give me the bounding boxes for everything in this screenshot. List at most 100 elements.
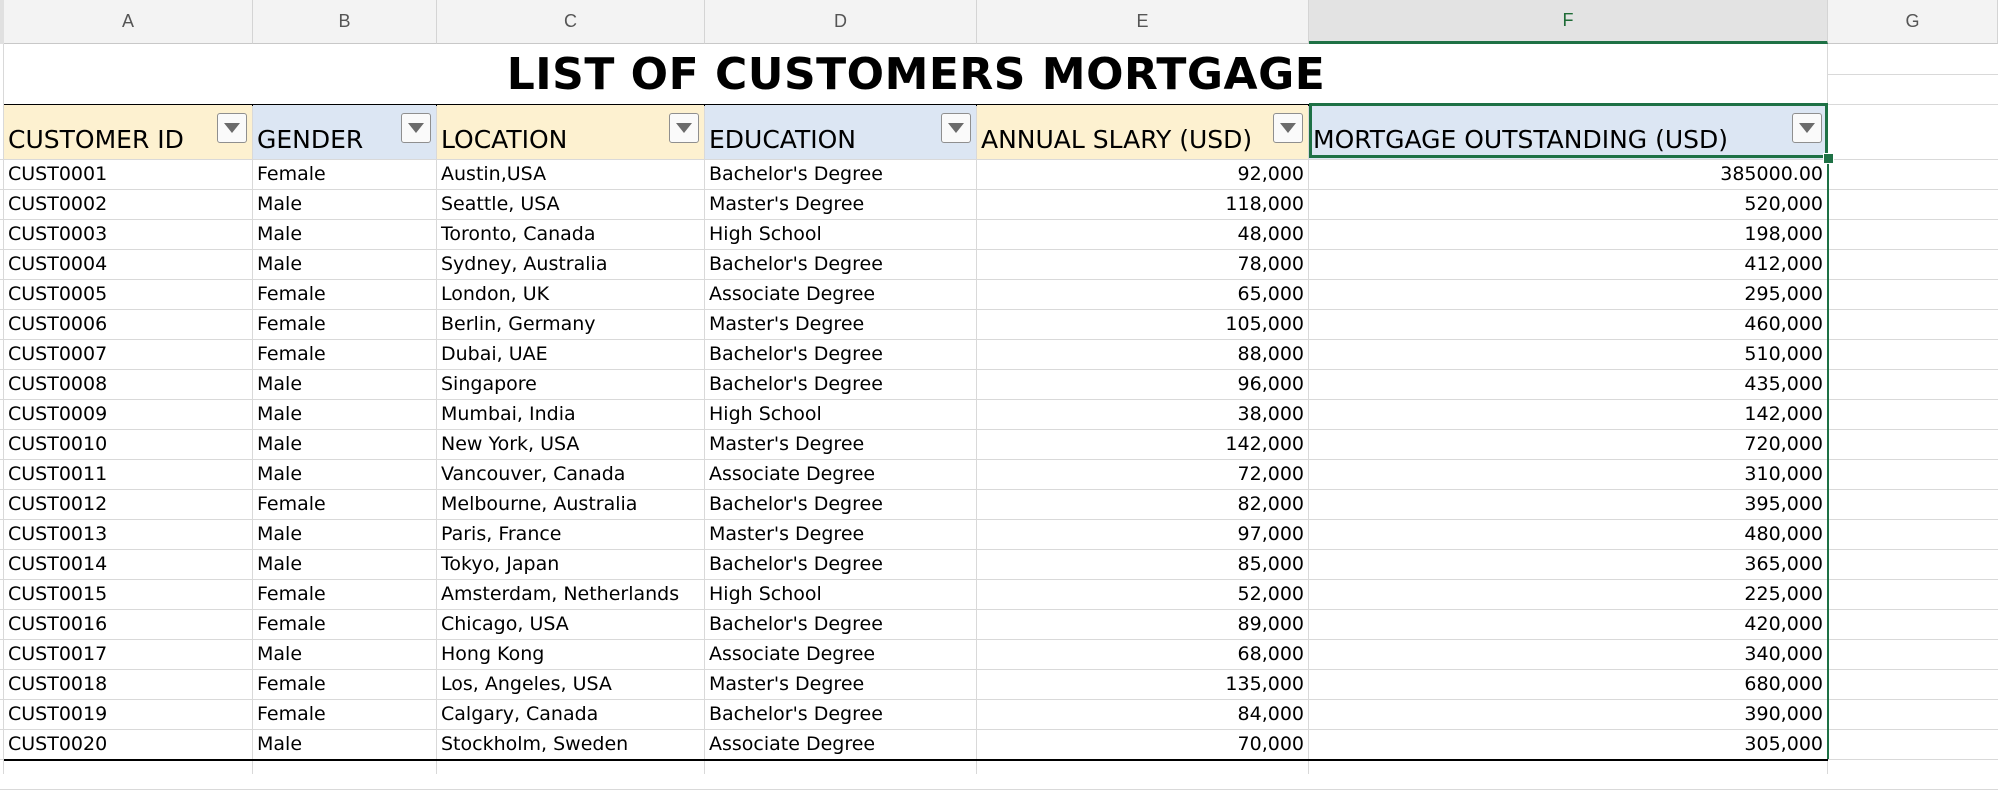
table-cell[interactable]: CUST0013 bbox=[8, 523, 108, 545]
table-cell[interactable]: Singapore bbox=[441, 373, 537, 395]
table-cell[interactable]: CUST0009 bbox=[8, 403, 108, 425]
table-cell[interactable]: Bachelor's Degree bbox=[709, 703, 883, 725]
table-cell[interactable]: Associate Degree bbox=[709, 283, 876, 305]
table-cell[interactable]: CUST0015 bbox=[8, 583, 108, 605]
table-cell[interactable]: Associate Degree bbox=[709, 463, 876, 485]
column-header-b[interactable]: B bbox=[253, 0, 437, 44]
table-cell[interactable]: Vancouver, Canada bbox=[441, 463, 626, 485]
table-cell[interactable]: Sydney, Australia bbox=[441, 253, 608, 275]
table-cell[interactable]: 680,000 bbox=[1744, 673, 1823, 695]
table-cell[interactable]: Female bbox=[257, 613, 326, 635]
table-header-location[interactable]: LOCATION bbox=[437, 105, 704, 159]
table-cell[interactable]: Los, Angeles, USA bbox=[441, 673, 612, 695]
filter-dropdown-button[interactable] bbox=[941, 113, 971, 143]
column-header-a[interactable]: A bbox=[4, 0, 253, 44]
table-cell[interactable]: 65,000 bbox=[1237, 283, 1304, 305]
table-cell[interactable]: 435,000 bbox=[1744, 373, 1823, 395]
table-cell[interactable]: High School bbox=[709, 223, 822, 245]
table-cell[interactable]: 520,000 bbox=[1744, 193, 1823, 215]
table-cell[interactable]: 82,000 bbox=[1237, 493, 1304, 515]
table-cell[interactable]: 310,000 bbox=[1744, 463, 1823, 485]
table-cell[interactable]: 85,000 bbox=[1237, 553, 1304, 575]
table-cell[interactable]: CUST0012 bbox=[8, 493, 108, 515]
table-cell[interactable]: Male bbox=[257, 223, 303, 245]
table-cell[interactable]: Amsterdam, Netherlands bbox=[441, 583, 680, 605]
table-cell[interactable]: Calgary, Canada bbox=[441, 703, 599, 725]
table-cell[interactable]: CUST0011 bbox=[8, 463, 108, 485]
table-cell[interactable]: Female bbox=[257, 313, 326, 335]
table-cell[interactable]: Male bbox=[257, 553, 303, 575]
table-cell[interactable]: 510,000 bbox=[1744, 343, 1823, 365]
table-cell[interactable]: 68,000 bbox=[1237, 643, 1304, 665]
table-cell[interactable]: Male bbox=[257, 433, 303, 455]
table-cell[interactable]: Male bbox=[257, 733, 303, 755]
table-cell[interactable]: 105,000 bbox=[1225, 313, 1304, 335]
table-cell[interactable]: 480,000 bbox=[1744, 523, 1823, 545]
table-cell[interactable]: CUST0006 bbox=[8, 313, 108, 335]
table-cell[interactable]: Berlin, Germany bbox=[441, 313, 596, 335]
table-cell[interactable]: 97,000 bbox=[1237, 523, 1304, 545]
table-cell[interactable]: New York, USA bbox=[441, 433, 580, 455]
table-cell[interactable]: 52,000 bbox=[1237, 583, 1304, 605]
table-cell[interactable]: 305,000 bbox=[1744, 733, 1823, 755]
table-cell[interactable]: Bachelor's Degree bbox=[709, 163, 883, 185]
table-cell[interactable]: CUST0020 bbox=[8, 733, 108, 755]
table-cell[interactable]: Bachelor's Degree bbox=[709, 493, 883, 515]
table-cell[interactable]: Austin,USA bbox=[441, 163, 547, 185]
table-header-customer-id[interactable]: CUSTOMER ID bbox=[4, 105, 252, 159]
column-header-c[interactable]: C bbox=[437, 0, 705, 44]
filter-dropdown-button[interactable] bbox=[217, 113, 247, 143]
table-cell[interactable]: 72,000 bbox=[1237, 463, 1304, 485]
table-cell[interactable]: CUST0004 bbox=[8, 253, 108, 275]
table-cell[interactable]: Toronto, Canada bbox=[441, 223, 596, 245]
table-cell[interactable]: Male bbox=[257, 403, 303, 425]
table-cell[interactable]: Bachelor's Degree bbox=[709, 613, 883, 635]
table-cell[interactable]: Bachelor's Degree bbox=[709, 253, 883, 275]
table-cell[interactable]: Bachelor's Degree bbox=[709, 553, 883, 575]
fill-handle[interactable] bbox=[1823, 153, 1834, 164]
table-cell[interactable]: CUST0016 bbox=[8, 613, 108, 635]
table-cell[interactable]: CUST0001 bbox=[8, 163, 108, 185]
table-cell[interactable]: 720,000 bbox=[1744, 433, 1823, 455]
table-cell[interactable]: Female bbox=[257, 673, 326, 695]
table-cell[interactable]: 295,000 bbox=[1744, 283, 1823, 305]
filter-dropdown-button[interactable] bbox=[1792, 113, 1822, 143]
table-header-gender[interactable]: GENDER bbox=[253, 105, 436, 159]
table-cell[interactable]: 420,000 bbox=[1744, 613, 1823, 635]
table-cell[interactable]: 142,000 bbox=[1744, 403, 1823, 425]
table-cell[interactable]: CUST0002 bbox=[8, 193, 108, 215]
table-cell[interactable]: 88,000 bbox=[1237, 343, 1304, 365]
table-cell[interactable]: London, UK bbox=[441, 283, 550, 305]
table-cell[interactable]: 38,000 bbox=[1237, 403, 1304, 425]
table-cell[interactable]: 118,000 bbox=[1225, 193, 1304, 215]
table-cell[interactable]: CUST0019 bbox=[8, 703, 108, 725]
column-header-f[interactable]: F bbox=[1309, 0, 1828, 44]
table-cell[interactable]: Master's Degree bbox=[709, 433, 865, 455]
table-cell[interactable]: CUST0007 bbox=[8, 343, 108, 365]
table-cell[interactable]: CUST0003 bbox=[8, 223, 108, 245]
table-cell[interactable]: High School bbox=[709, 403, 822, 425]
table-cell[interactable]: CUST0017 bbox=[8, 643, 108, 665]
table-cell[interactable]: Male bbox=[257, 643, 303, 665]
table-cell[interactable]: Master's Degree bbox=[709, 193, 865, 215]
table-cell[interactable]: Melbourne, Australia bbox=[441, 493, 638, 515]
table-cell[interactable]: 92,000 bbox=[1237, 163, 1304, 185]
table-cell[interactable]: Hong Kong bbox=[441, 643, 545, 665]
table-cell[interactable]: Tokyo, Japan bbox=[441, 553, 560, 575]
table-header-mortgage-outstanding-usd[interactable]: MORTGAGE OUTSTANDING (USD) bbox=[1309, 105, 1827, 159]
table-cell[interactable]: CUST0018 bbox=[8, 673, 108, 695]
table-cell[interactable]: Master's Degree bbox=[709, 313, 865, 335]
filter-dropdown-button[interactable] bbox=[669, 113, 699, 143]
column-header-e[interactable]: E bbox=[977, 0, 1309, 44]
table-cell[interactable]: Seattle, USA bbox=[441, 193, 560, 215]
table-cell[interactable]: Male bbox=[257, 463, 303, 485]
table-cell[interactable]: Master's Degree bbox=[709, 673, 865, 695]
column-header-d[interactable]: D bbox=[705, 0, 977, 44]
table-cell[interactable]: Female bbox=[257, 283, 326, 305]
table-cell[interactable]: Bachelor's Degree bbox=[709, 373, 883, 395]
table-cell[interactable]: Female bbox=[257, 583, 326, 605]
table-cell[interactable]: Female bbox=[257, 163, 326, 185]
table-cell[interactable]: 340,000 bbox=[1744, 643, 1823, 665]
table-cell[interactable]: CUST0008 bbox=[8, 373, 108, 395]
